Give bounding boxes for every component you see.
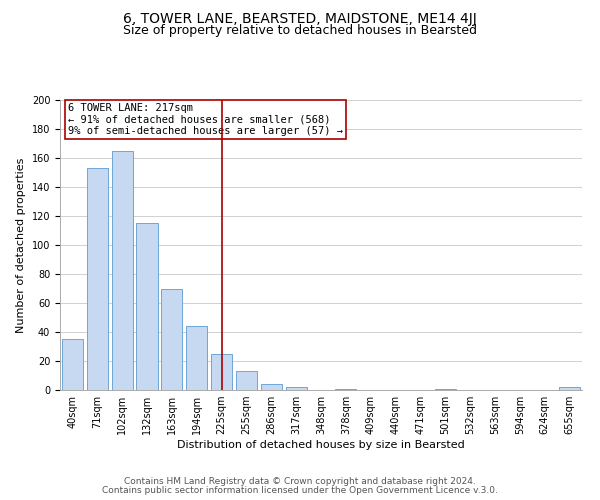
Bar (161, 288, 182, 390)
Bar (87, 168, 108, 390)
Text: 6, TOWER LANE, BEARSTED, MAIDSTONE, ME14 4JJ: 6, TOWER LANE, BEARSTED, MAIDSTONE, ME14… (123, 12, 477, 26)
Y-axis label: Number of detached properties: Number of detached properties (16, 158, 26, 332)
Bar (261, 384, 282, 390)
Bar (186, 326, 207, 390)
Bar (236, 371, 257, 390)
Bar (62, 339, 83, 390)
Text: Size of property relative to detached houses in Bearsted: Size of property relative to detached ho… (123, 24, 477, 37)
Bar (136, 223, 158, 390)
X-axis label: Distribution of detached houses by size in Bearsted: Distribution of detached houses by size … (177, 440, 465, 450)
Text: 6 TOWER LANE: 217sqm
← 91% of detached houses are smaller (568)
9% of semi-detac: 6 TOWER LANE: 217sqm ← 91% of detached h… (68, 103, 343, 136)
Bar (435, 388, 456, 390)
Bar (335, 388, 356, 390)
Bar (286, 387, 307, 390)
Bar (559, 387, 580, 390)
Bar (112, 151, 133, 390)
Text: Contains public sector information licensed under the Open Government Licence v.: Contains public sector information licen… (102, 486, 498, 495)
Text: Contains HM Land Registry data © Crown copyright and database right 2024.: Contains HM Land Registry data © Crown c… (124, 477, 476, 486)
Bar (211, 354, 232, 390)
